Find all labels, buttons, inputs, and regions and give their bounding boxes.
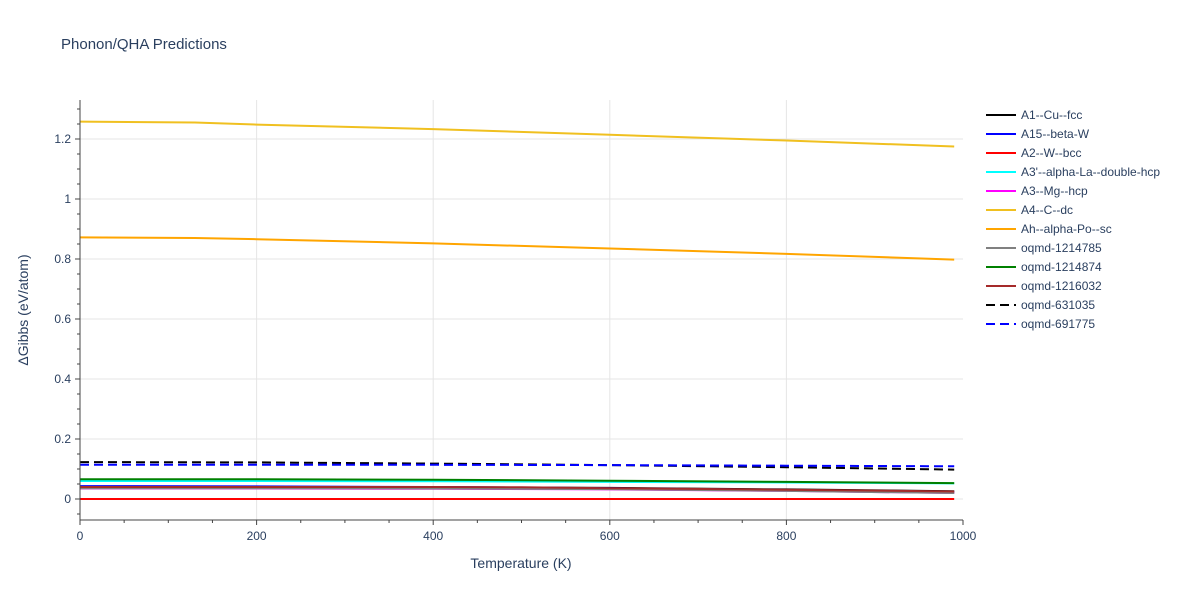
y-axis-title: ΔGibbs (eV/atom) xyxy=(15,254,31,365)
x-tick-label: 0 xyxy=(77,529,84,543)
legend-item[interactable]: A3--Mg--hcp xyxy=(986,184,1088,198)
x-tick-label: 400 xyxy=(423,529,443,543)
chart-title: Phonon/QHA Predictions xyxy=(61,36,227,53)
legend-label: oqmd-691775 xyxy=(1021,317,1095,331)
legend-label: A15--beta-W xyxy=(1021,127,1090,141)
legend[interactable]: A1--Cu--fcc A15--beta-W A2--W--bcc A3'--alp… xyxy=(986,108,1160,331)
series-line-oqmd-1214874[interactable] xyxy=(80,478,955,485)
legend-item[interactable]: oqmd-1214874 xyxy=(986,260,1102,274)
y-tick-label: 0.6 xyxy=(54,312,71,326)
legend-item[interactable]: A1--Cu--fcc xyxy=(986,108,1082,122)
grid-layer xyxy=(80,100,963,520)
legend-label: oqmd-1216032 xyxy=(1021,279,1102,293)
legend-item[interactable]: oqmd-631035 xyxy=(986,298,1095,312)
y-tick-label: 0.8 xyxy=(54,252,71,266)
legend-item[interactable]: oqmd-1216032 xyxy=(986,279,1102,293)
y-tick-label: 0.4 xyxy=(54,372,71,386)
x-axis-title: Temperature (K) xyxy=(470,555,571,571)
legend-label: oqmd-1214874 xyxy=(1021,260,1102,274)
legend-label: A2--W--bcc xyxy=(1021,146,1081,160)
legend-item[interactable]: oqmd-1214785 xyxy=(986,241,1102,255)
legend-label: oqmd-1214785 xyxy=(1021,241,1102,255)
y-tick-label: 1.2 xyxy=(54,132,71,146)
y-tick-label: 1 xyxy=(64,192,71,206)
legend-item[interactable]: A4--C--dc xyxy=(986,203,1073,217)
legend-label: Ah--alpha-Po--sc xyxy=(1021,222,1112,236)
x-tick-label: 200 xyxy=(247,529,267,543)
series-line-ah-alpha-po-sc[interactable] xyxy=(79,236,955,261)
series-layer xyxy=(79,120,955,500)
legend-label: oqmd-631035 xyxy=(1021,298,1095,312)
legend-label: A3--Mg--hcp xyxy=(1021,184,1088,198)
x-tick-label: 1000 xyxy=(950,529,977,543)
legend-item[interactable]: Ah--alpha-Po--sc xyxy=(986,222,1112,236)
x-tick-label: 800 xyxy=(776,529,796,543)
legend-item[interactable]: A2--W--bcc xyxy=(986,146,1081,160)
legend-item[interactable]: A15--beta-W xyxy=(986,127,1090,141)
series-line-oqmd-1216032[interactable] xyxy=(80,486,955,493)
y-tick-label: 0.2 xyxy=(54,432,71,446)
legend-item[interactable]: A3'--alpha-La--double-hcp xyxy=(986,165,1160,179)
legend-item[interactable]: oqmd-691775 xyxy=(986,317,1095,331)
legend-label: A3'--alpha-La--double-hcp xyxy=(1021,165,1160,179)
legend-label: A1--Cu--fcc xyxy=(1021,108,1082,122)
axes-layer: 0 200 400 600 800 1000 0 0.2 0.4 0.6 0.8 1 1.2 xyxy=(54,100,977,543)
legend-label: A4--C--dc xyxy=(1021,203,1073,217)
series-line-a4-c-dc[interactable] xyxy=(79,120,955,148)
series-line-oqmd-1214785[interactable] xyxy=(80,487,955,494)
y-tick-label: 0 xyxy=(64,492,71,506)
x-tick-label: 600 xyxy=(600,529,620,543)
series-line-oqmd-691775[interactable] xyxy=(80,463,955,468)
